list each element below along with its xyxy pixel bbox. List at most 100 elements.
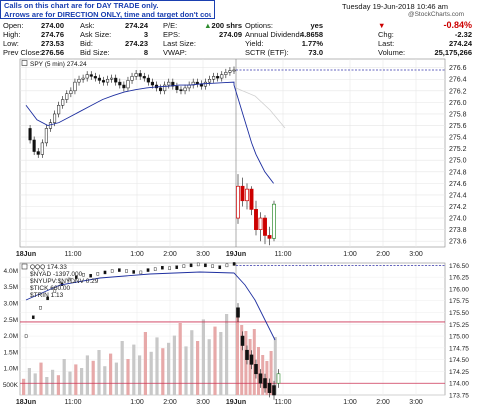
spy-day1-candle bbox=[171, 81, 175, 87]
volume-label: Volume: bbox=[378, 48, 406, 57]
spy-x-tick-label: 18Jun bbox=[16, 251, 36, 258]
qqq-x-tick-label: 1:00 bbox=[343, 399, 357, 406]
spy-day2-candle bbox=[254, 209, 258, 230]
volume-bar bbox=[161, 348, 165, 395]
spy-y-tick-label: 276.2 bbox=[449, 88, 467, 95]
spy-day1-candle bbox=[203, 81, 208, 87]
chart-notice: Calls on this chart are for DAY TRADE on… bbox=[0, 0, 215, 19]
qqq-x-tick-label: 11:00 bbox=[275, 399, 292, 406]
last-label: Last: bbox=[378, 39, 395, 48]
vwap-label: VWAP: bbox=[163, 48, 187, 57]
qqq-y-tick-label: 174.50 bbox=[449, 357, 469, 364]
qqq-day2-candle bbox=[267, 382, 272, 393]
open-value: 274.00 bbox=[41, 21, 64, 30]
spy-day1-candle bbox=[32, 139, 36, 152]
qqq-x-tick-label: 11:00 bbox=[65, 399, 82, 406]
spy-x-tick-label: 19Jun bbox=[226, 251, 246, 258]
volume-bar bbox=[132, 344, 136, 395]
qqq-y-tick-label: 176.50 bbox=[449, 263, 469, 270]
volume-bar bbox=[51, 369, 55, 395]
bid-value: 274.23 bbox=[125, 39, 148, 48]
spy-day1-candle bbox=[150, 81, 154, 86]
qqq-y-tick-label: 175.25 bbox=[449, 322, 469, 329]
qqq-day1-candle bbox=[67, 277, 71, 282]
qqq-day2-candle bbox=[258, 373, 263, 384]
notice-line-1: Calls on this chart are for DAY TRADE on… bbox=[4, 2, 159, 10]
spy-y-tick-label: 274.6 bbox=[449, 181, 467, 188]
volume-bar bbox=[80, 368, 84, 395]
spy-y-tick-label: 275.0 bbox=[449, 158, 467, 165]
spy-x-tick-label: 2:00 bbox=[376, 251, 390, 258]
qqq-y-tick-label: 174.25 bbox=[449, 369, 469, 376]
volume-bar bbox=[56, 375, 60, 395]
ask-size-label: Ask Size: bbox=[80, 30, 112, 39]
quote-col-2-values: 274.24 3 274.23 8 bbox=[112, 21, 148, 57]
spy-x-tick-label: 3:00 bbox=[196, 251, 210, 258]
qqq-legend-entry: $TICK 660.00 bbox=[30, 285, 70, 292]
qqq-day1-candle bbox=[110, 269, 114, 273]
volume-bar bbox=[103, 366, 107, 395]
qqq-plot-area bbox=[19, 262, 446, 396]
spy-day1-candle bbox=[122, 84, 126, 89]
last-size-label: Last Size: bbox=[163, 39, 196, 48]
volume-bar bbox=[269, 351, 273, 395]
qqq-day1-candle bbox=[196, 262, 200, 267]
volume-bar bbox=[155, 337, 159, 395]
qqq-day1-candle bbox=[46, 296, 49, 301]
volume-bar bbox=[149, 351, 153, 395]
spy-day1-candle bbox=[179, 89, 183, 92]
qqq-day1-candle bbox=[89, 274, 92, 278]
spy-y-tick-label: 275.4 bbox=[449, 135, 467, 142]
spy-day1-candle bbox=[97, 77, 101, 81]
qqq-panel: 173.75 174.00 174.25 174.50 174.75 175.00 175.… bbox=[3, 262, 469, 406]
spy-day1-candle bbox=[85, 74, 89, 79]
qqq-x-tick-label: 3:00 bbox=[196, 399, 210, 406]
volume-axis-label: 500K bbox=[3, 382, 19, 389]
yield-value: 1.77% bbox=[301, 39, 323, 48]
volume-axis-label: 3.0M bbox=[4, 301, 18, 308]
spy-day1-candle bbox=[146, 77, 150, 83]
qqq-day1-candle bbox=[153, 267, 157, 271]
volume-bar bbox=[248, 339, 252, 395]
volume-bar bbox=[257, 347, 260, 395]
quote-col-4-values: yes 4.8658 1.77% 73.0 bbox=[295, 21, 323, 57]
qqq-day1-candle bbox=[168, 266, 171, 270]
qqq-day2-candle bbox=[236, 307, 240, 318]
bid-size-label: Bid Size: bbox=[80, 48, 110, 57]
low-label: Low: bbox=[3, 39, 19, 48]
spy-day1-candle bbox=[216, 76, 220, 79]
volume-bar bbox=[207, 339, 211, 395]
volume-bar bbox=[167, 342, 171, 395]
open-label: Open: bbox=[3, 21, 24, 30]
spy-day1-candle bbox=[81, 77, 85, 80]
spy-day1-candle bbox=[195, 81, 199, 85]
volume-axis-label: 1.0M bbox=[4, 366, 18, 373]
spy-y-tick-label: 274.0 bbox=[449, 216, 467, 223]
volume-bar bbox=[39, 362, 43, 395]
ask-label: Ask: bbox=[80, 21, 95, 30]
spy-faint-series bbox=[235, 87, 286, 129]
volume-bar bbox=[172, 335, 176, 395]
spy-day2-candle bbox=[249, 188, 254, 210]
volume-bar bbox=[190, 330, 194, 395]
volume-bar bbox=[74, 364, 78, 395]
qqq-day1-candle bbox=[125, 269, 128, 273]
volume-bar bbox=[97, 350, 101, 395]
spy-y-tick-label: 276.4 bbox=[449, 77, 467, 84]
qqq-day2-candle bbox=[272, 385, 276, 396]
chg-label: Chg: bbox=[378, 30, 394, 39]
volume-bar bbox=[27, 368, 31, 395]
spy-day2-candle bbox=[236, 185, 240, 219]
qqq-x-tick-label: 2:00 bbox=[376, 399, 390, 406]
spy-day1-candle bbox=[224, 72, 228, 75]
last-value: 274.24 bbox=[449, 39, 472, 48]
qqq-day2-candle bbox=[263, 378, 267, 389]
qqq-x-tick-label: 18Jun bbox=[16, 399, 36, 406]
qqq-x-tick-label: 2:00 bbox=[163, 399, 177, 406]
qqq-day1-candle bbox=[24, 334, 28, 338]
last-size-text: 200 shrs bbox=[211, 21, 242, 30]
spy-y-tick-label: 276.0 bbox=[449, 100, 467, 107]
bid-size-value: 8 bbox=[143, 48, 148, 57]
volume-bar bbox=[201, 319, 205, 395]
